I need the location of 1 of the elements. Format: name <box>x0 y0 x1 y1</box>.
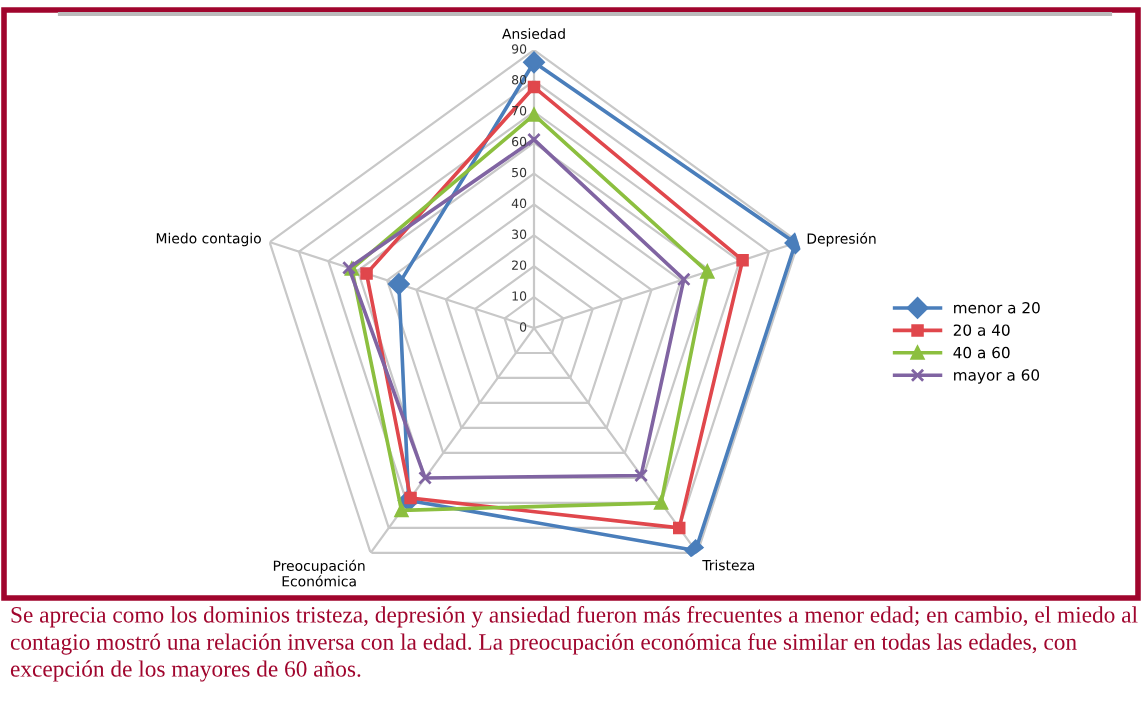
text: Se aprecia como los dominios tristeza, depresión y ansiedad fueron más frecuentes a menor edad; en cambio, el miedo al contagio mostró una relación inversa con la edad. La preocupación económica fue similar en todas las edades, con excepción de los mayores de 60 años. <box>10 606 1138 682</box>
